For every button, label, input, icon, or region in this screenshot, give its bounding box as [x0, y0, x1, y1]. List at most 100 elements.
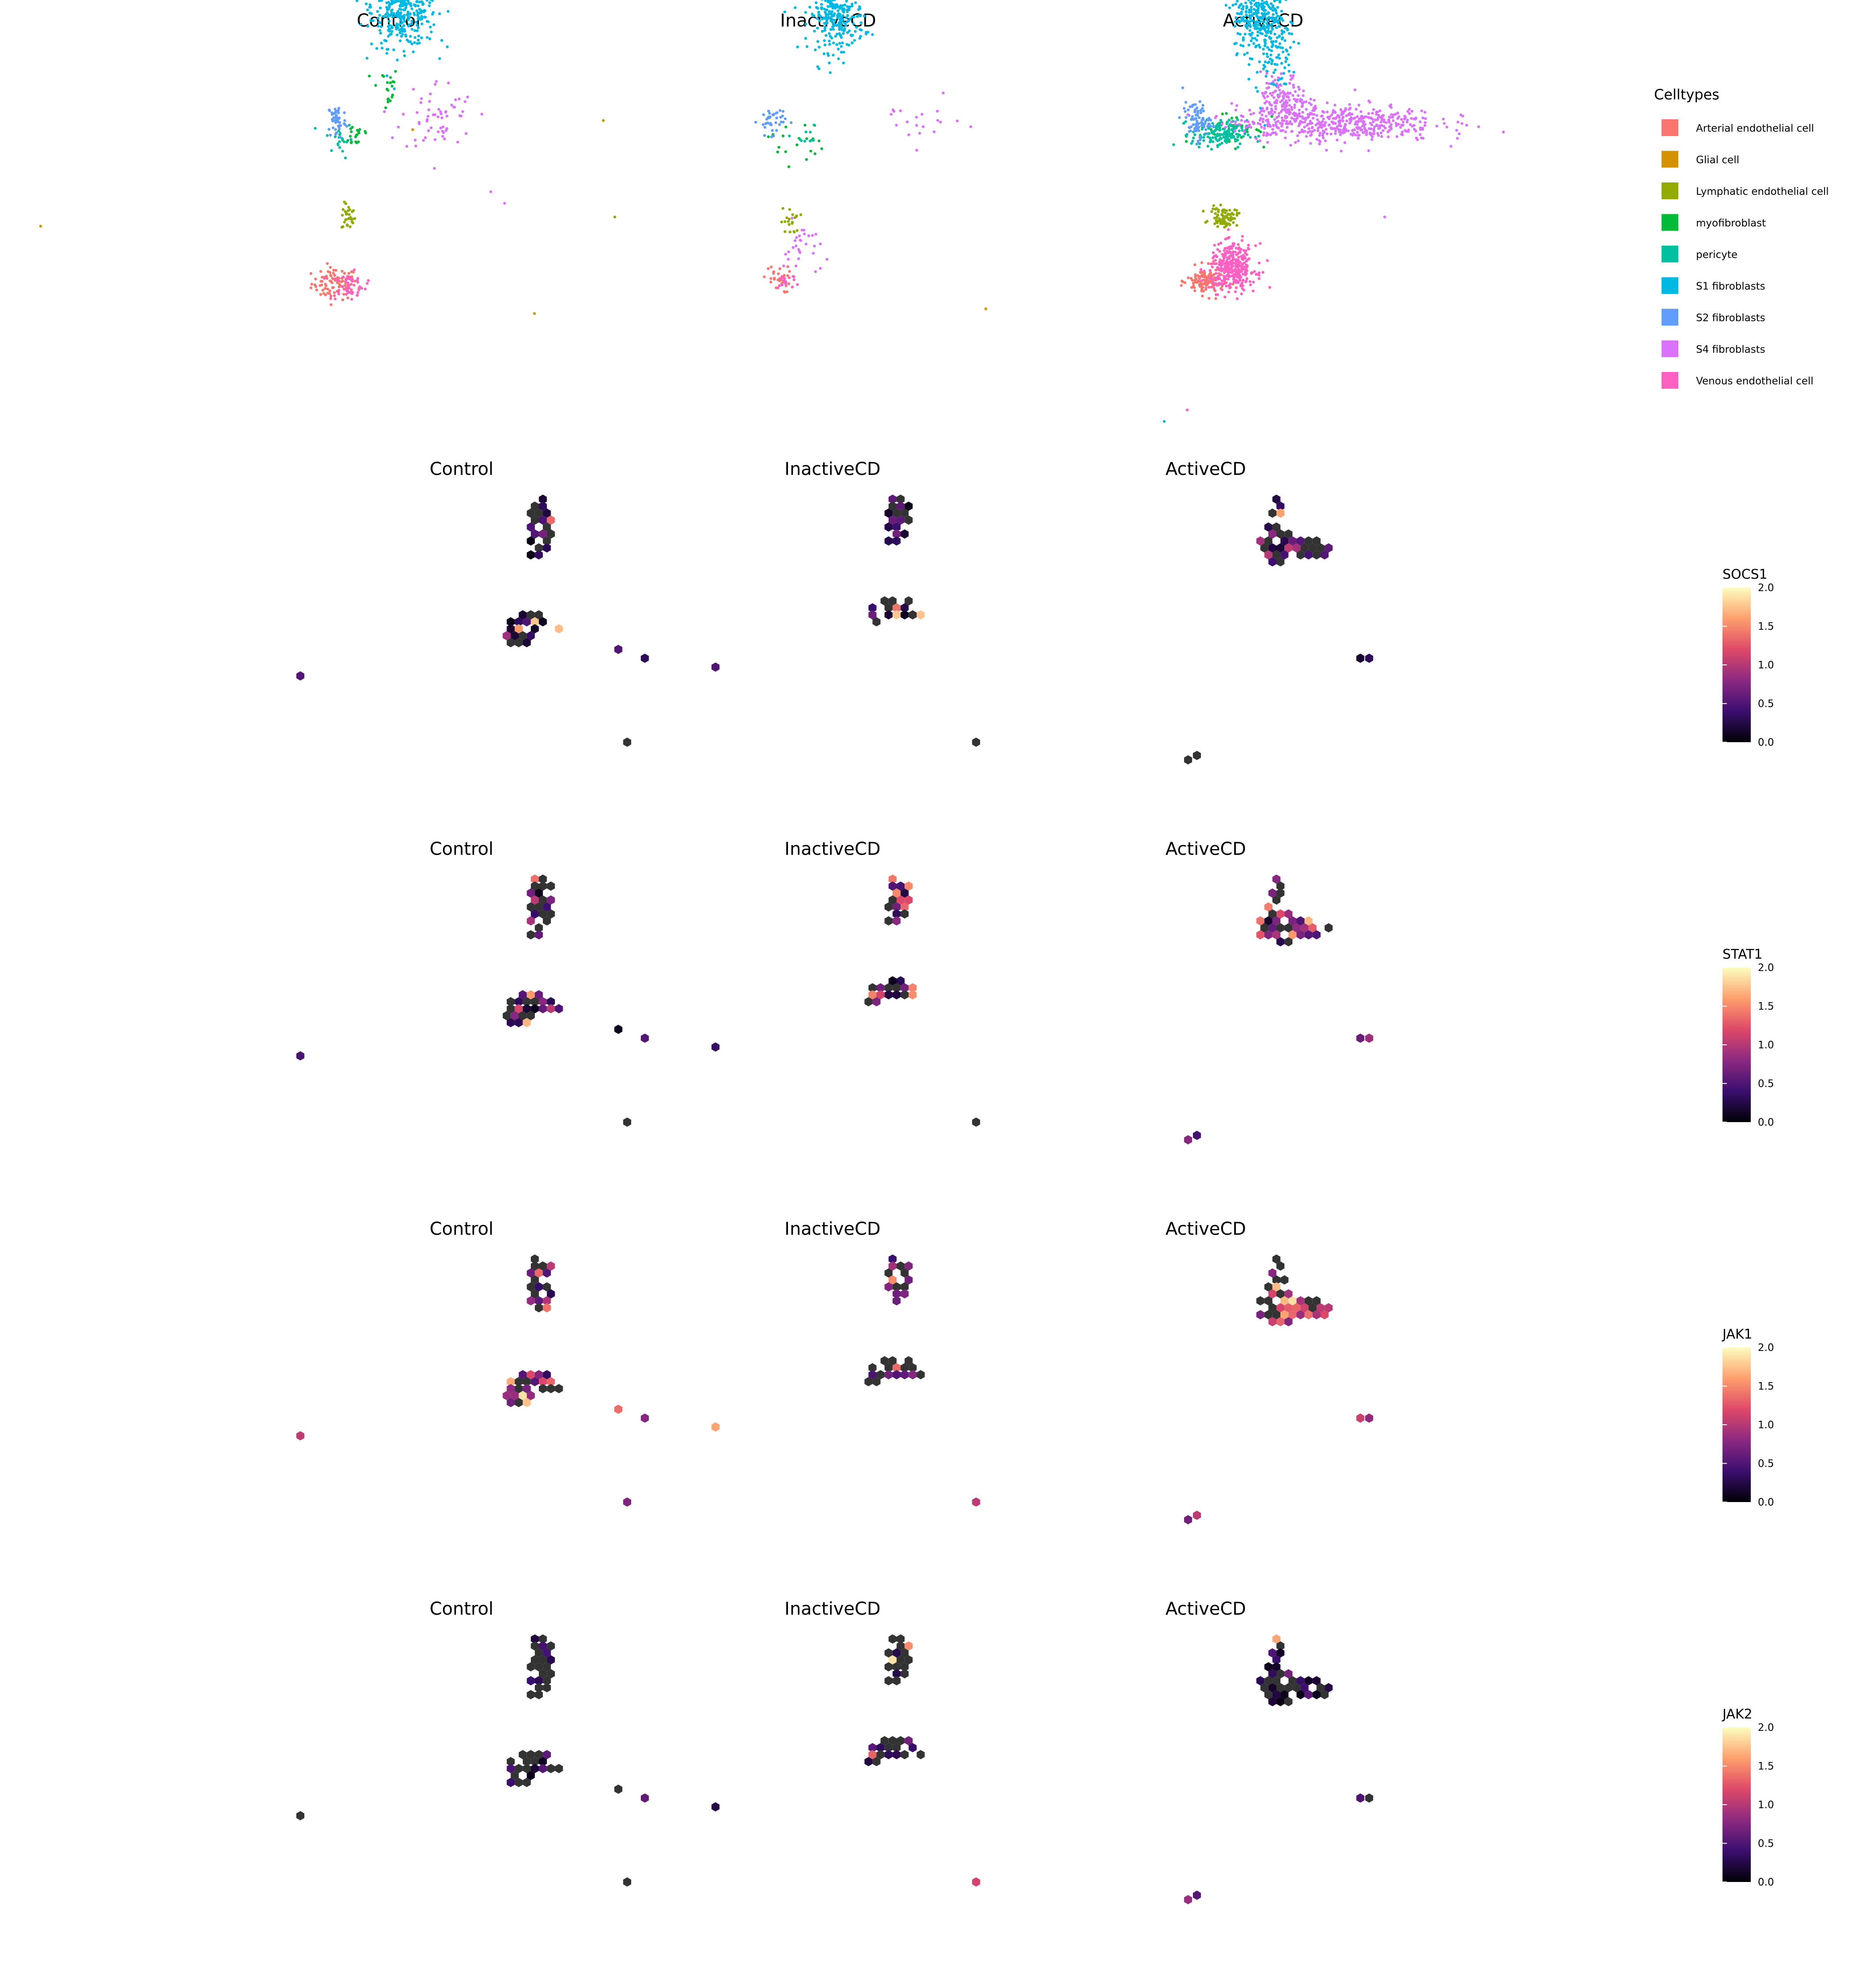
- hex-bin: [547, 1004, 555, 1013]
- cell-point: [1359, 119, 1363, 123]
- cell-point: [1219, 220, 1222, 224]
- hex-bin: [1192, 1510, 1201, 1520]
- cell-point: [344, 293, 348, 296]
- cell-point: [1380, 124, 1383, 127]
- cell-point: [1358, 133, 1361, 137]
- cell-point: [1249, 126, 1253, 129]
- cell-point: [1232, 262, 1235, 265]
- hex-bin: [892, 983, 901, 993]
- cell-point: [1256, 30, 1260, 34]
- cell-point: [1278, 35, 1281, 38]
- cell-point: [1246, 120, 1250, 123]
- cell-point: [1278, 25, 1281, 28]
- cell-point: [1410, 117, 1413, 120]
- hex-bin: [1268, 508, 1276, 518]
- cell-point: [368, 74, 371, 78]
- cell-point: [399, 4, 402, 7]
- cell-point: [769, 281, 772, 284]
- hex-bin: [876, 1743, 885, 1753]
- hex-bin: [1304, 1296, 1313, 1305]
- hex-bin: [507, 1757, 515, 1766]
- cell-point: [1248, 109, 1251, 112]
- hex-bin: [892, 990, 901, 1000]
- hex-bin: [539, 1641, 547, 1651]
- hex-bin: [530, 1289, 539, 1299]
- cell-point: [795, 214, 798, 217]
- cell-point: [1404, 116, 1407, 119]
- cell-point: [1234, 2, 1238, 6]
- cell-point: [763, 126, 766, 129]
- hex-bin: [543, 1683, 551, 1692]
- cell-point: [350, 130, 353, 133]
- cell-point: [378, 0, 381, 2]
- hex-bin: [522, 1398, 531, 1408]
- cell-point: [1351, 129, 1354, 132]
- legend-label: Arterial endothelial cell: [1696, 123, 1814, 134]
- cell-point: [784, 253, 787, 256]
- cell-point: [805, 137, 808, 140]
- cell-point: [1238, 12, 1241, 15]
- cell-point: [841, 41, 844, 45]
- cell-point: [392, 12, 395, 15]
- cell-point: [1257, 129, 1260, 132]
- cell-point: [376, 10, 379, 13]
- cell-point: [337, 288, 341, 292]
- cell-point: [1213, 243, 1216, 247]
- hex-bin: [1292, 543, 1301, 553]
- hex-row-jak1: Control InactiveCD ActiveCDJAK12.01.51.00.…: [296, 1219, 1774, 1525]
- cell-point: [1285, 120, 1288, 123]
- cell-point: [1280, 17, 1283, 20]
- cell-point: [828, 43, 831, 46]
- cell-point: [1340, 149, 1343, 153]
- cell-point: [329, 297, 332, 300]
- cell-point: [842, 32, 845, 35]
- cell-point: [838, 7, 841, 10]
- cell-point: [1224, 222, 1227, 226]
- cell-point: [348, 291, 352, 294]
- cell-point: [1262, 20, 1265, 23]
- cell-point: [1312, 113, 1316, 116]
- cell-point: [338, 116, 341, 120]
- hex-bin: [1280, 1310, 1289, 1320]
- cell-point: [489, 190, 492, 193]
- hex-bin: [884, 1282, 893, 1292]
- cell-point: [345, 140, 348, 144]
- hex-bin: [543, 522, 551, 532]
- cell-point: [1216, 277, 1219, 281]
- cell-point: [1247, 63, 1251, 66]
- hex-bin: [623, 1497, 632, 1507]
- cell-point: [1477, 125, 1480, 129]
- cell-point: [366, 8, 369, 11]
- cell-point: [1344, 107, 1347, 110]
- cell-point: [1357, 103, 1360, 107]
- cell-point: [323, 277, 326, 280]
- hex-bin: [711, 1802, 720, 1812]
- cell-point: [1296, 114, 1299, 117]
- cell-point: [1256, 34, 1259, 37]
- cell-point: [1312, 109, 1315, 112]
- hex-bin: [1300, 1683, 1309, 1692]
- colorbar-tick-label: 0.0: [1758, 1117, 1774, 1128]
- cell-point: [827, 13, 830, 16]
- cell-point: [788, 270, 791, 273]
- cell-point: [350, 298, 353, 301]
- cell-point: [461, 110, 464, 113]
- cell-point: [1355, 123, 1359, 126]
- cell-point: [334, 110, 337, 113]
- cell-point: [1248, 8, 1251, 11]
- cell-point: [1309, 142, 1312, 145]
- cell-point: [1230, 136, 1233, 139]
- cell-point: [1263, 1, 1267, 4]
- colorbar-title: SOCS1: [1722, 567, 1768, 582]
- cell-point: [1211, 256, 1215, 260]
- cell-point: [1280, 62, 1283, 65]
- hex-bin: [515, 624, 523, 634]
- hex-bin: [515, 1004, 523, 1013]
- hex-bin: [1256, 1296, 1264, 1305]
- cell-point: [1357, 127, 1360, 130]
- cell-point: [1424, 117, 1427, 120]
- cell-point: [790, 121, 793, 124]
- cell-point: [1298, 131, 1301, 134]
- cell-point: [384, 106, 387, 110]
- cell-point: [427, 108, 431, 111]
